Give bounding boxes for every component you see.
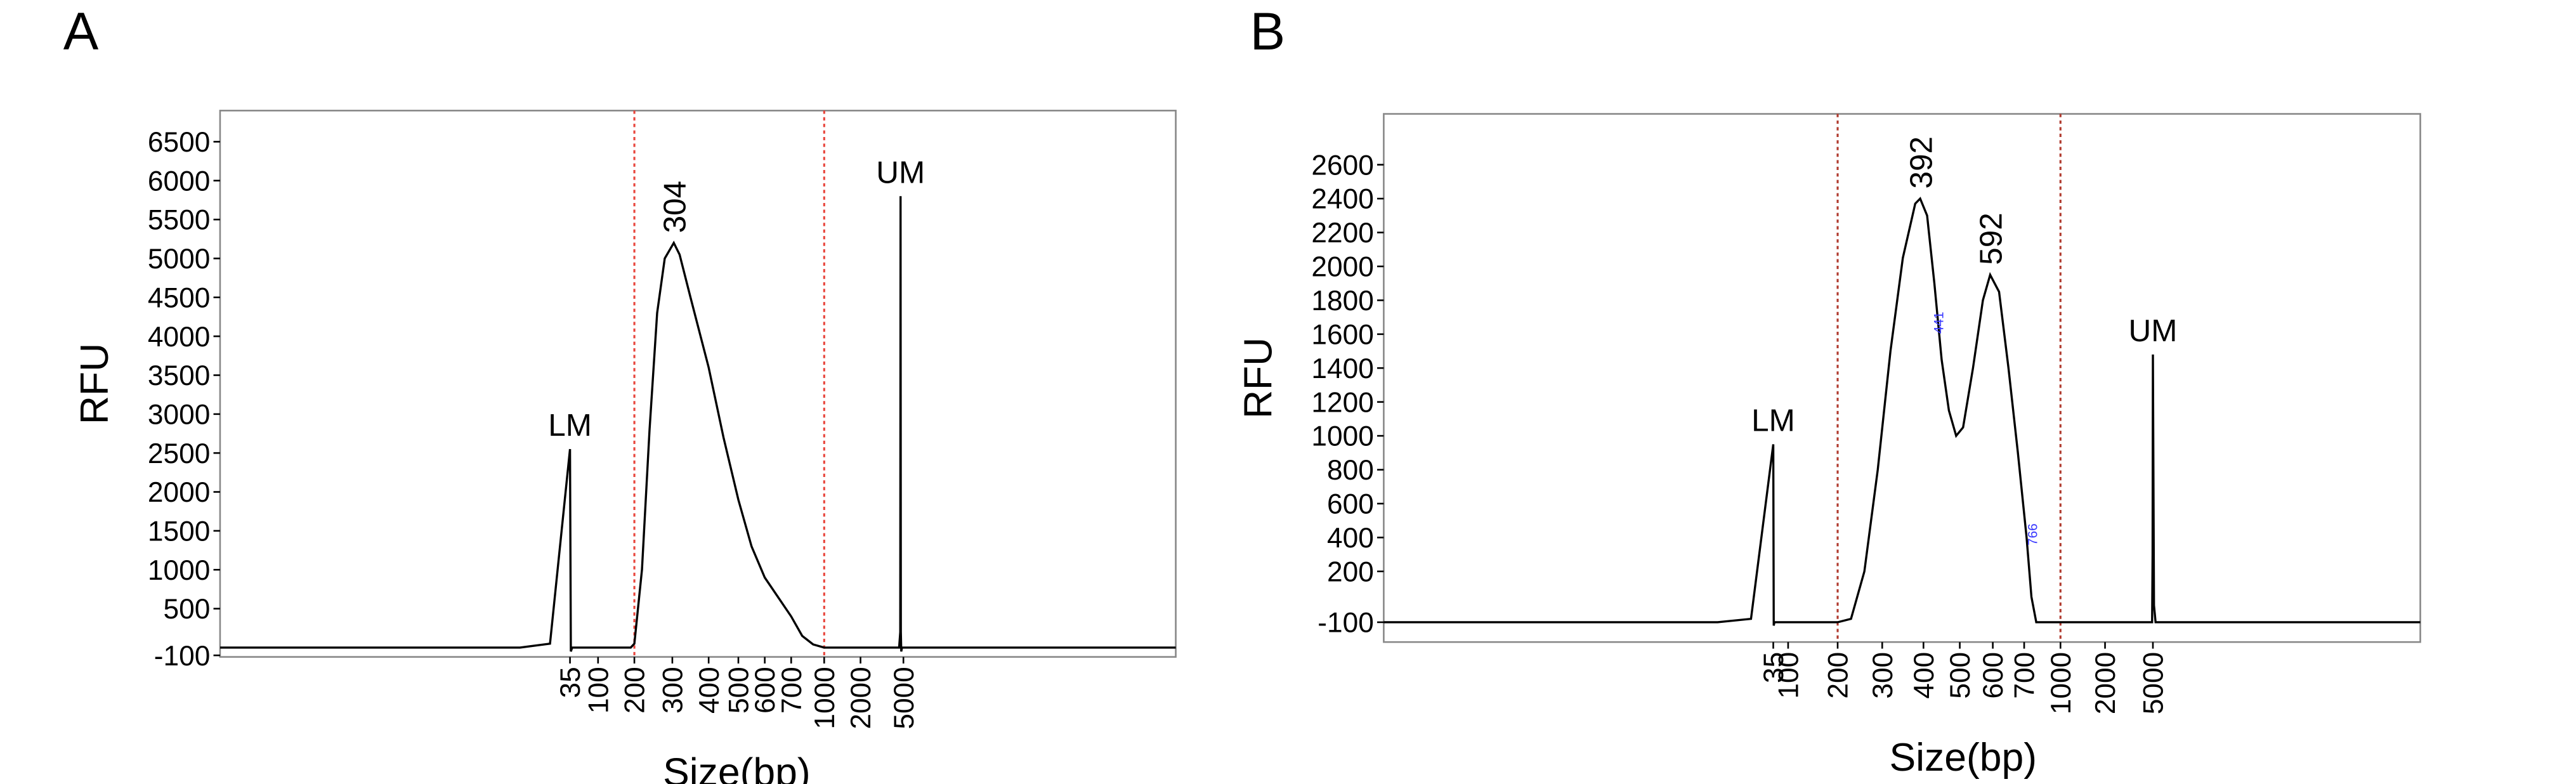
peak-label: LM [548, 408, 592, 443]
y-tick-label: 1000 [148, 555, 210, 586]
y-tick-label: 2500 [148, 438, 210, 469]
x-tick-label: 400 [694, 667, 725, 714]
y-tick-label: 2600 [1311, 150, 1373, 181]
panel-letter: B [1250, 2, 1286, 61]
x-tick-label: 100 [583, 667, 614, 714]
x-tick-label: 500 [1945, 652, 1976, 699]
x-tick-label: 1000 [2046, 652, 2077, 714]
x-tick-label: 5000 [889, 667, 920, 729]
y-tick-label: 1600 [1311, 319, 1373, 350]
peak-label: 592 [1974, 212, 2009, 265]
y-tick-label: 4000 [148, 322, 210, 353]
x-tick-label: 600 [1978, 652, 2009, 699]
y-tick-label: 6500 [148, 127, 210, 158]
x-tick-label: 35 [1758, 652, 1789, 683]
plot-frame [1383, 113, 2421, 643]
y-tick-label: 800 [1327, 455, 1374, 486]
y-tick-label: 2200 [1311, 218, 1373, 249]
peak-label: UM [876, 155, 925, 190]
y-axis-title: RFU [1236, 337, 1280, 419]
trace [219, 196, 1176, 652]
peak-label: 766 [2025, 523, 2040, 546]
y-tick-label: 200 [1327, 556, 1374, 587]
y-tick-label: 5500 [148, 205, 210, 236]
y-tick-label: 3000 [148, 399, 210, 430]
y-axis-title: RFU [72, 343, 117, 424]
y-tick-label: 5000 [148, 244, 210, 275]
peak-label: LM [1751, 403, 1795, 438]
y-tick-label: 1400 [1311, 353, 1373, 384]
y-tick-label: 2000 [1311, 252, 1373, 283]
x-tick-label: 700 [776, 667, 807, 714]
x-tick-label: 200 [1823, 652, 1854, 699]
y-tick-label: 3500 [148, 360, 210, 391]
y-tick-label: 1800 [1311, 285, 1373, 317]
y-tick-label: 6000 [148, 166, 210, 197]
x-tick-label: 300 [658, 667, 689, 714]
x-tick-label: 200 [620, 667, 651, 714]
y-tick-label: 1000 [1311, 421, 1373, 452]
peak-label: 392 [1904, 136, 1939, 188]
x-tick-label: 600 [750, 667, 781, 714]
y-tick-label: 2400 [1311, 184, 1373, 215]
y-tick-label: 2000 [148, 477, 210, 508]
x-tick-label: 500 [724, 667, 755, 714]
y-tick-label: -100 [154, 641, 211, 672]
y-tick-label: 1500 [148, 516, 210, 547]
x-tick-label: 35 [555, 667, 586, 698]
y-tick-label: -100 [1317, 608, 1374, 639]
trace [1383, 197, 2421, 626]
peak-label: 441 [1932, 311, 1947, 334]
peak-label: UM [2129, 313, 2178, 348]
y-tick-label: 400 [1327, 523, 1374, 554]
x-tick-label: 700 [2010, 652, 2041, 699]
x-tick-label: 2000 [2090, 652, 2121, 714]
panel-letter: A [63, 2, 99, 61]
x-tick-label: 1000 [809, 667, 840, 729]
x-tick-label: 5000 [2138, 652, 2169, 714]
y-tick-label: 600 [1327, 489, 1374, 520]
y-tick-label: 500 [164, 594, 211, 625]
x-axis-title: Size(bp) [663, 750, 811, 784]
peak-label: 304 [657, 181, 692, 233]
x-tick-label: 400 [1909, 652, 1940, 699]
x-tick-label: 2000 [846, 667, 877, 729]
y-tick-label: 1200 [1311, 387, 1373, 418]
x-tick-label: 300 [1867, 652, 1899, 699]
x-tick-label: 100 [1774, 652, 1805, 699]
plot-frame [219, 110, 1177, 658]
y-tick-label: 4500 [148, 282, 210, 313]
x-axis-title: Size(bp) [1890, 735, 2037, 780]
